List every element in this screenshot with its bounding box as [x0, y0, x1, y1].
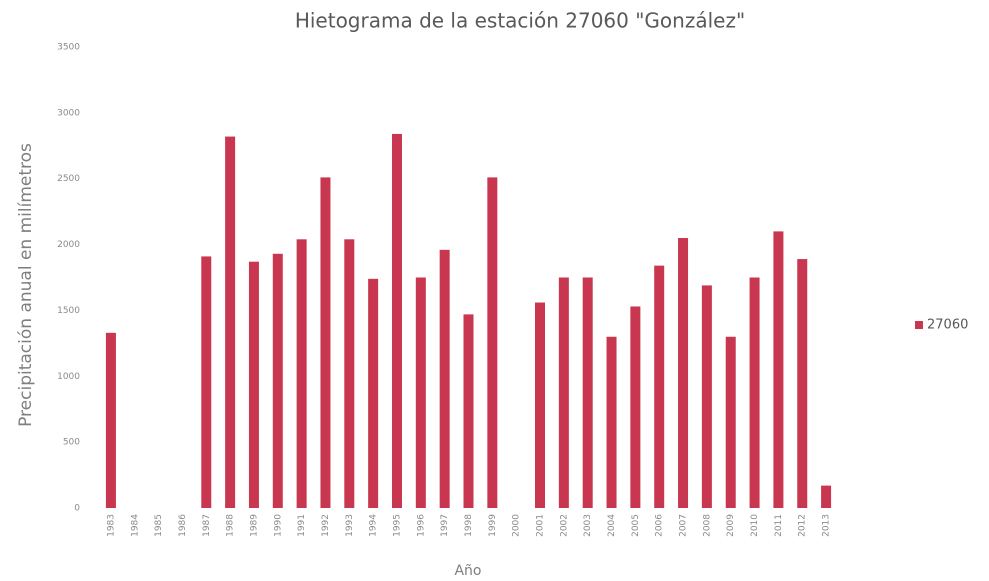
x-tick-label: 2012: [798, 514, 808, 537]
y-tick-label: 0: [74, 504, 80, 514]
y-tick-label: 500: [63, 438, 80, 448]
bar: [558, 277, 569, 508]
x-tick-label: 1995: [392, 514, 402, 537]
x-tick-label: 1985: [154, 514, 164, 537]
x-tick-label: 1988: [226, 514, 236, 537]
x-tick-label: 1987: [202, 514, 212, 537]
bar: [415, 277, 426, 508]
y-tick-label: 3500: [57, 43, 80, 53]
bar: [463, 314, 474, 508]
x-tick-label: 2010: [750, 514, 760, 537]
x-tick-label: 1999: [488, 514, 498, 537]
bar: [535, 302, 546, 508]
bar: [701, 285, 712, 508]
bar: [320, 177, 331, 508]
bar: [272, 253, 283, 508]
x-tick-label: 1996: [416, 514, 426, 537]
chart-title: Hietograma de la estación 27060 "Gonzále…: [295, 9, 745, 33]
bar: [439, 249, 450, 508]
x-tick-label: 2005: [631, 514, 641, 537]
x-tick-label: 1992: [321, 514, 331, 537]
bar: [487, 177, 498, 508]
bar: [296, 239, 307, 508]
x-tick-label: 1984: [130, 514, 140, 537]
x-tick-label: 1983: [106, 514, 116, 537]
bar: [773, 231, 784, 508]
legend-swatch: [915, 321, 923, 329]
x-tick-label: 1989: [249, 514, 259, 537]
bar: [630, 306, 641, 508]
x-tick-label: 2009: [726, 514, 736, 537]
y-tick-label: 3000: [57, 108, 80, 118]
y-tick-label: 2500: [57, 174, 80, 184]
bar: [654, 265, 665, 508]
bar: [105, 332, 116, 508]
bar: [725, 336, 736, 508]
y-tick-label: 1000: [57, 372, 80, 382]
x-tick-label: 2004: [607, 514, 617, 537]
x-tick-label: 1997: [440, 514, 450, 537]
x-tick-label: 2002: [559, 514, 569, 537]
bar: [582, 277, 593, 508]
x-tick-label: 2003: [583, 514, 593, 537]
x-tick-label: 1993: [345, 514, 355, 537]
bar: [344, 239, 355, 508]
x-tick-label: 2013: [822, 514, 832, 537]
x-tick-label: 1986: [178, 514, 188, 537]
bar: [797, 259, 808, 508]
x-tick-label: 1998: [464, 514, 474, 537]
x-tick-label: 1991: [297, 514, 307, 537]
legend-label: 27060: [927, 318, 968, 333]
x-tick-label: 1990: [273, 514, 283, 537]
x-tick-label: 2008: [702, 514, 712, 537]
x-tick-label: 2006: [655, 514, 665, 537]
y-tick-label: 2000: [57, 240, 80, 250]
bar: [225, 136, 236, 508]
bar: [749, 277, 760, 508]
x-tick-label: 2007: [679, 514, 689, 537]
x-tick-label: 2001: [536, 514, 546, 537]
bar: [391, 133, 402, 508]
x-tick-label: 2000: [512, 514, 522, 537]
y-axis-label: Precipitación anual en milímetros: [16, 143, 36, 427]
bar: [368, 278, 379, 508]
x-axis-label: Año: [454, 563, 481, 579]
bar: [606, 336, 617, 508]
bar: [248, 261, 259, 508]
bar: [678, 237, 689, 508]
x-tick-label: 1994: [369, 514, 379, 537]
bar: [821, 485, 832, 508]
bar: [201, 256, 212, 508]
x-tick-label: 2011: [774, 514, 784, 537]
y-tick-label: 1500: [57, 306, 80, 316]
